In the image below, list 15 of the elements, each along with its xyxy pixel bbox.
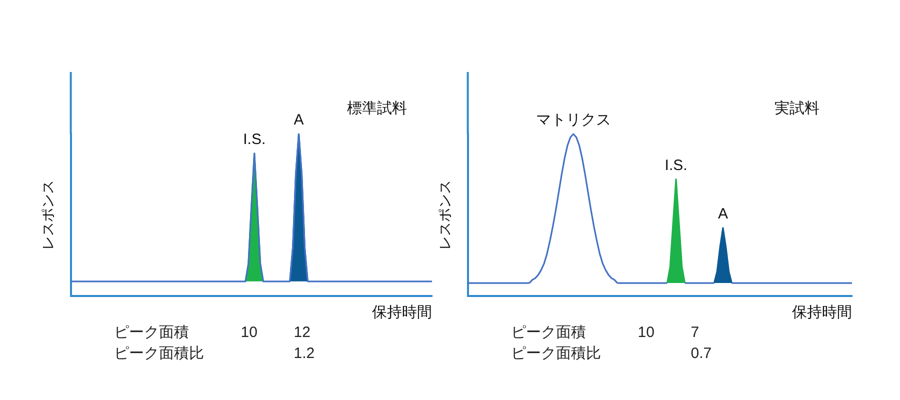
y-axis-title: レスポンス xyxy=(436,180,452,250)
x-axis-title: 保持時間 xyxy=(792,304,852,322)
text: ピーク面積 10 12 xyxy=(114,324,310,341)
series-label: マトリクス xyxy=(536,112,611,129)
series-label: A xyxy=(294,112,304,129)
series-label: A xyxy=(718,206,728,223)
chart-title: 実試料 xyxy=(774,100,820,118)
x-axis-title: 保持時間 xyxy=(372,304,432,322)
text: ピーク面積比 0.7 xyxy=(510,345,712,362)
series-label: I.S. xyxy=(243,131,266,148)
text: ピーク面積比 1.2 xyxy=(114,345,315,362)
text: ピーク面積 10 7 xyxy=(510,324,700,341)
y-axis-title: レスポンス xyxy=(39,180,56,250)
series-label: I.S. xyxy=(664,157,688,174)
chart-title: 標準試料 xyxy=(347,100,407,118)
